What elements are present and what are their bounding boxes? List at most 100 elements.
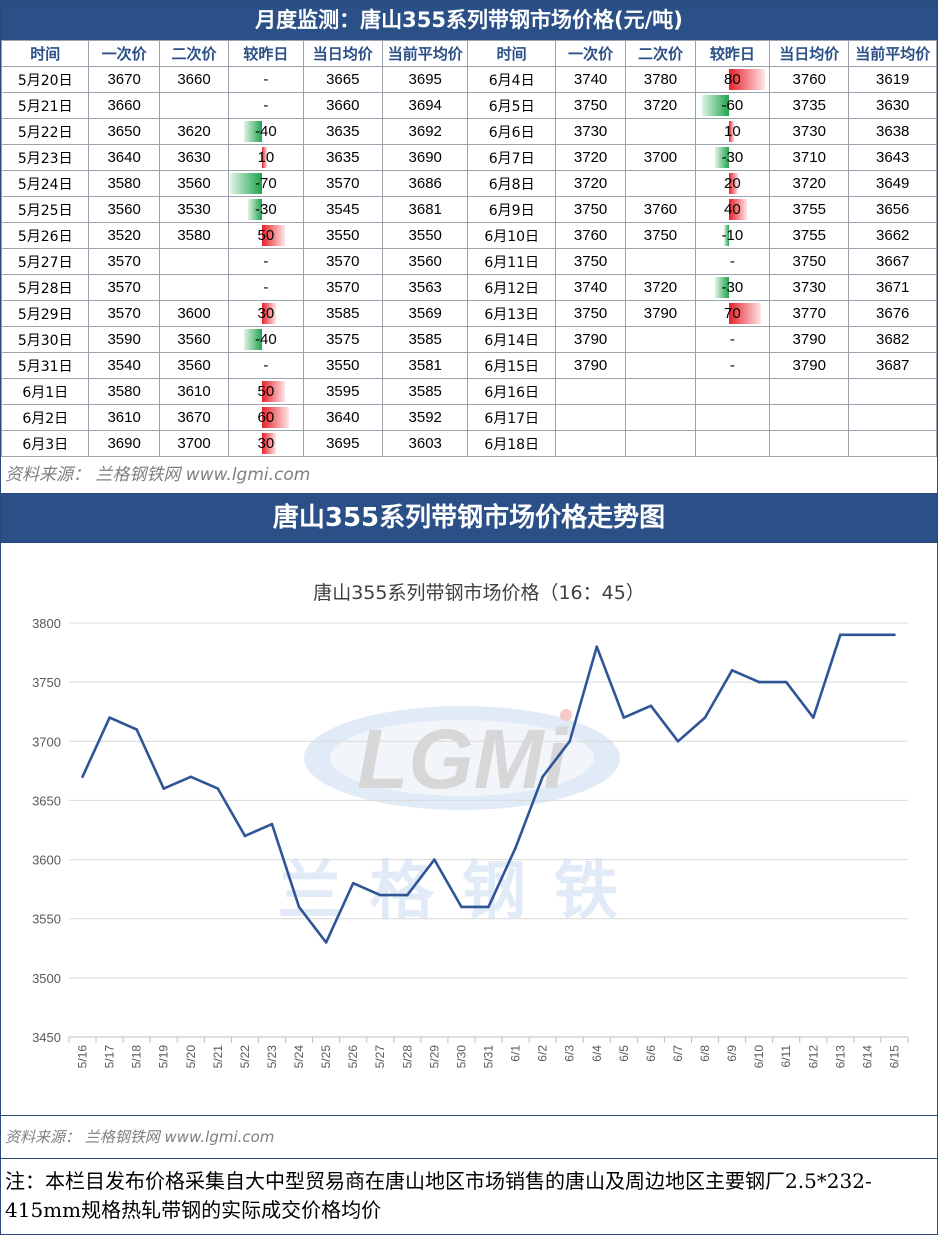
value-cell: 3550 [302,222,384,249]
table-row: 5月21日 3660-3660 3694 6月5日 3750 3720 -60 3735 363… [0,92,937,119]
table-row: 5月28日 3570-3570 3563 6月12日 3740 3720 -30 3730 36… [0,274,937,301]
change-cell: - [228,248,304,275]
table-row: 6月2日 3610 3670 60 3640 3592 6月17日 [0,404,937,431]
change-value: - [729,331,735,348]
change-value: 30 [257,305,275,322]
table-row: 5月20日 3670 3660 - 3665 3695 6月4日 3740 3780 80 3760… [0,66,937,93]
value-cell: 3592 [381,404,469,431]
value-cell: 3790 [769,326,850,353]
data-point [622,716,626,719]
date-cell: 5月27日 [0,248,90,275]
value-cell [625,352,696,379]
value-cell: 3665 [302,66,384,93]
value-cell: 3650 [88,118,160,145]
x-tick-label: 6/8 [698,1045,712,1062]
value-cell: 3790 [625,300,696,327]
value-cell: 3570 [88,248,160,275]
increase-bar [728,303,761,324]
value-cell: 3760 [625,196,696,223]
x-tick-label: 5/25 [319,1045,333,1069]
change-cell: -60 [694,92,771,119]
change-cell: - [228,352,304,379]
change-cell: 20 [694,170,771,197]
value-cell [769,404,850,431]
value-cell: 3570 [302,248,384,275]
value-cell: 3630 [158,144,230,171]
value-cell: 3585 [302,300,384,327]
value-cell: 3563 [381,274,469,301]
change-cell [694,430,771,457]
data-point [135,728,138,731]
value-cell [625,404,696,431]
value-cell [769,378,850,405]
value-cell: 3681 [381,196,469,223]
value-cell [158,92,230,119]
value-cell: 3735 [769,92,850,119]
y-tick-label: 3450 [32,1030,61,1045]
change-value: 30 [257,435,275,452]
value-cell: 3550 [302,352,384,379]
change-value: 20 [723,175,741,192]
value-cell: 3580 [88,378,160,405]
value-cell: 3560 [158,170,230,197]
column-header: 一次价 [88,40,160,67]
value-cell [769,430,850,457]
date-cell: 6月14日 [467,326,556,353]
date-cell: 5月26日 [0,222,90,249]
change-value: 10 [257,149,275,166]
change-cell: 30 [228,430,304,457]
value-cell: 3670 [88,66,160,93]
value-cell: 3603 [381,430,469,457]
date-cell: 6月3日 [0,430,90,457]
data-point [487,905,490,909]
chart-container: LGMi 兰格钢铁 唐山355系列带钢市场价格（16：45） 3450 3500 3… [1,542,937,1116]
change-value: - [729,253,735,270]
change-cell: 30 [228,300,304,327]
value-cell: 3575 [302,326,384,353]
value-cell: 3740 [554,274,627,301]
decrease-bar [244,121,263,142]
x-tick-label: 6/6 [644,1045,658,1062]
decrease-bar [248,199,263,220]
x-tick-label: 6/13 [833,1045,847,1069]
y-tick-label: 3550 [32,912,61,927]
value-cell: 3695 [302,430,384,457]
date-cell: 5月25日 [0,196,90,223]
data-point [757,680,761,684]
column-header: 二次价 [158,40,230,67]
value-cell: 3585 [381,326,469,353]
change-cell: 10 [694,118,771,145]
value-cell [848,378,937,405]
date-cell: 6月6日 [467,118,556,145]
data-point [568,739,571,743]
x-tick-label: 6/4 [590,1045,604,1062]
value-cell: 3662 [848,222,937,249]
value-cell: 3694 [381,92,469,119]
value-cell [625,248,696,275]
increase-bar [262,381,286,402]
value-cell: 3530 [158,196,230,223]
table-row: 5月25日 3560 3530 -30 3545 3681 6月9日 3750 3760 40 37… [0,196,937,223]
value-cell: 3670 [158,404,230,431]
change-value: - [263,253,269,270]
value-cell: 3667 [848,248,937,275]
value-cell: 3560 [158,326,230,353]
value-cell: 3720 [554,144,627,171]
value-cell: 3560 [88,196,160,223]
svg-text:兰格钢铁: 兰格钢铁 [278,855,646,929]
value-cell: 3700 [625,144,696,171]
x-tick-label: 6/7 [671,1045,685,1062]
date-cell: 6月2日 [0,404,90,431]
value-cell: 3550 [381,222,469,249]
table-row: 5月30日 3590 3560 -40 3575 3585 6月14日 3790-3790 36… [0,326,937,353]
value-cell: 3700 [158,430,230,457]
x-tick-label: 5/20 [184,1045,198,1069]
change-value: - [263,357,269,374]
date-cell: 6月11日 [467,248,556,275]
value-cell: 3585 [381,378,469,405]
decrease-bar [244,329,263,350]
data-point [676,739,680,743]
value-cell: 3630 [848,92,937,119]
value-cell: 3676 [848,300,937,327]
value-cell: 3660 [158,66,230,93]
